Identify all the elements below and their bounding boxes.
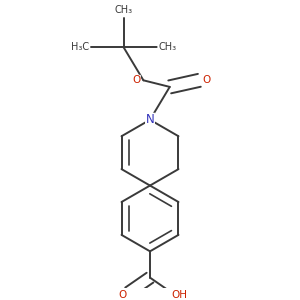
Text: N: N [146,113,154,126]
Text: CH₃: CH₃ [158,42,176,52]
Text: O: O [202,75,211,85]
Text: O: O [132,75,140,85]
Text: OH: OH [172,290,188,300]
Text: CH₃: CH₃ [115,4,133,15]
Text: H₃C: H₃C [71,42,89,52]
Text: O: O [118,290,127,300]
